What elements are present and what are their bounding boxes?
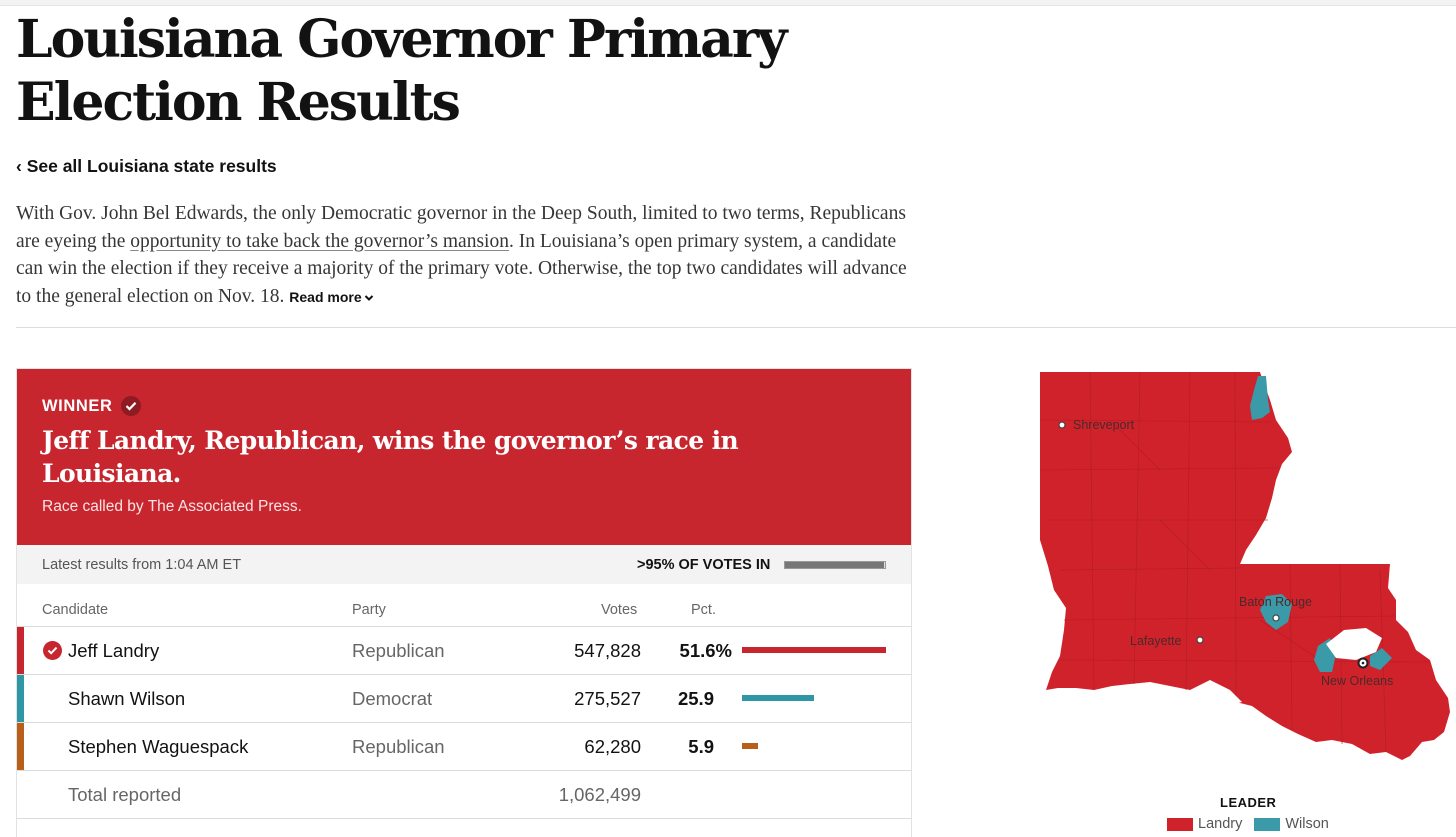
checkmark-icon	[120, 396, 141, 416]
vote-share-bar	[742, 695, 815, 701]
results-card: WINNER Jeff Landry, Republican, wins the…	[16, 368, 912, 837]
total-votes: 1,062,499	[558, 784, 641, 805]
table-row: Shawn Wilson Democrat 275,527 25.9	[17, 674, 911, 723]
intro-text-2: . In Louisiana’s open primary system, a …	[16, 230, 907, 307]
parish-boundaries	[1039, 371, 1431, 753]
intro-text-1: With Gov. John Bel Edwards, the only Dem…	[16, 203, 906, 252]
legend-label-landry: Landry	[1198, 816, 1243, 832]
table-row: Stephen Waguespack Republican 62,280 5.9	[17, 722, 911, 771]
city-label-shreveport: Shreveport	[1073, 418, 1135, 432]
map-legend-title: LEADER	[1220, 795, 1277, 810]
intro-paragraph: With Gov. John Bel Edwards, the only Dem…	[16, 200, 916, 311]
see-all-results-link[interactable]: ‹ See all Louisiana state results	[16, 156, 277, 176]
candidate-color-bar	[17, 627, 24, 675]
legend-label-wilson: Wilson	[1285, 816, 1329, 832]
candidate-pct: 5.9	[688, 736, 714, 757]
winner-headline: Jeff Landry, Republican, wins the govern…	[42, 426, 739, 488]
reporting-progress-fill	[785, 562, 884, 568]
winner-text: WINNER	[42, 396, 113, 415]
candidate-pct: 25.9	[677, 688, 714, 709]
legend-swatch-wilson	[1254, 817, 1281, 831]
city-shreveport: Shreveport	[1058, 418, 1135, 432]
read-more-label: Read more	[289, 288, 362, 305]
header-pct: Pct.	[691, 602, 716, 618]
header-candidate: Candidate	[42, 602, 109, 618]
governors-mansion-link[interactable]: opportunity to take back the governor’s …	[130, 230, 509, 252]
map-legend: Landry Wilson	[1167, 816, 1329, 832]
candidate-color-bar	[17, 675, 24, 723]
candidate-pct: 51.6%	[679, 640, 732, 661]
results-status-bar: Latest results from 1:04 AM ET >95% OF V…	[17, 545, 911, 584]
votes-in-label: >95% OF VOTES IN	[637, 557, 771, 573]
latest-results-time: Latest results from 1:04 AM ET	[42, 557, 242, 573]
city-label-baton-rouge: Baton Rouge	[1239, 595, 1312, 609]
lake-pontchartrain	[1326, 628, 1382, 660]
candidate-color-bar	[17, 723, 24, 771]
race-called-note: Race called by The Associated Press.	[42, 498, 302, 515]
header-votes: Votes	[601, 602, 638, 618]
city-new-orleans: New Orleans	[1321, 657, 1393, 688]
wilson-parish-baton-rouge	[1260, 594, 1292, 630]
winner-label: WINNER	[42, 396, 141, 416]
page-title: Louisiana Governor Primary Election Resu…	[16, 9, 788, 133]
reporting-progress-bar	[784, 561, 886, 569]
total-label: Total reported	[68, 784, 182, 805]
candidate-votes: 275,527	[574, 688, 641, 709]
city-label-new-orleans: New Orleans	[1321, 674, 1393, 688]
candidate-name: Jeff Landry	[68, 640, 160, 661]
total-row: Total reported 1,062,499	[17, 770, 911, 819]
candidate-party: Republican	[352, 736, 445, 757]
section-divider	[16, 327, 1456, 328]
vote-share-bar	[742, 743, 759, 749]
top-border	[0, 0, 1456, 6]
wilson-parish-east	[1370, 648, 1392, 670]
candidate-name: Stephen Waguespack	[68, 736, 249, 757]
read-more-button[interactable]: Read more	[289, 289, 373, 305]
candidate-name: Shawn Wilson	[68, 688, 186, 709]
candidate-party: Democrat	[352, 688, 433, 709]
winner-banner: WINNER Jeff Landry, Republican, wins the…	[17, 369, 911, 545]
city-label-lafayette: Lafayette	[1130, 634, 1181, 648]
winner-check-icon	[43, 641, 62, 660]
candidate-votes: 547,828	[574, 640, 641, 661]
header-party: Party	[352, 602, 386, 618]
candidate-party: Republican	[352, 640, 445, 661]
chevron-down-icon	[364, 294, 373, 301]
legend-swatch-landry	[1167, 817, 1193, 831]
louisiana-results-map: Shreveport Baton Rouge Lafayette New Orl…	[1039, 371, 1450, 760]
vote-share-bar	[742, 647, 886, 653]
city-baton-rouge: Baton Rouge	[1239, 595, 1312, 622]
candidate-votes: 62,280	[584, 736, 641, 757]
wilson-parish-north	[1250, 376, 1270, 420]
gulf-coast-water	[1190, 680, 1242, 706]
table-bottom-rule	[17, 818, 911, 820]
city-lafayette: Lafayette	[1130, 634, 1204, 648]
table-row: Jeff Landry Republican 547,828 51.6%	[17, 626, 911, 675]
